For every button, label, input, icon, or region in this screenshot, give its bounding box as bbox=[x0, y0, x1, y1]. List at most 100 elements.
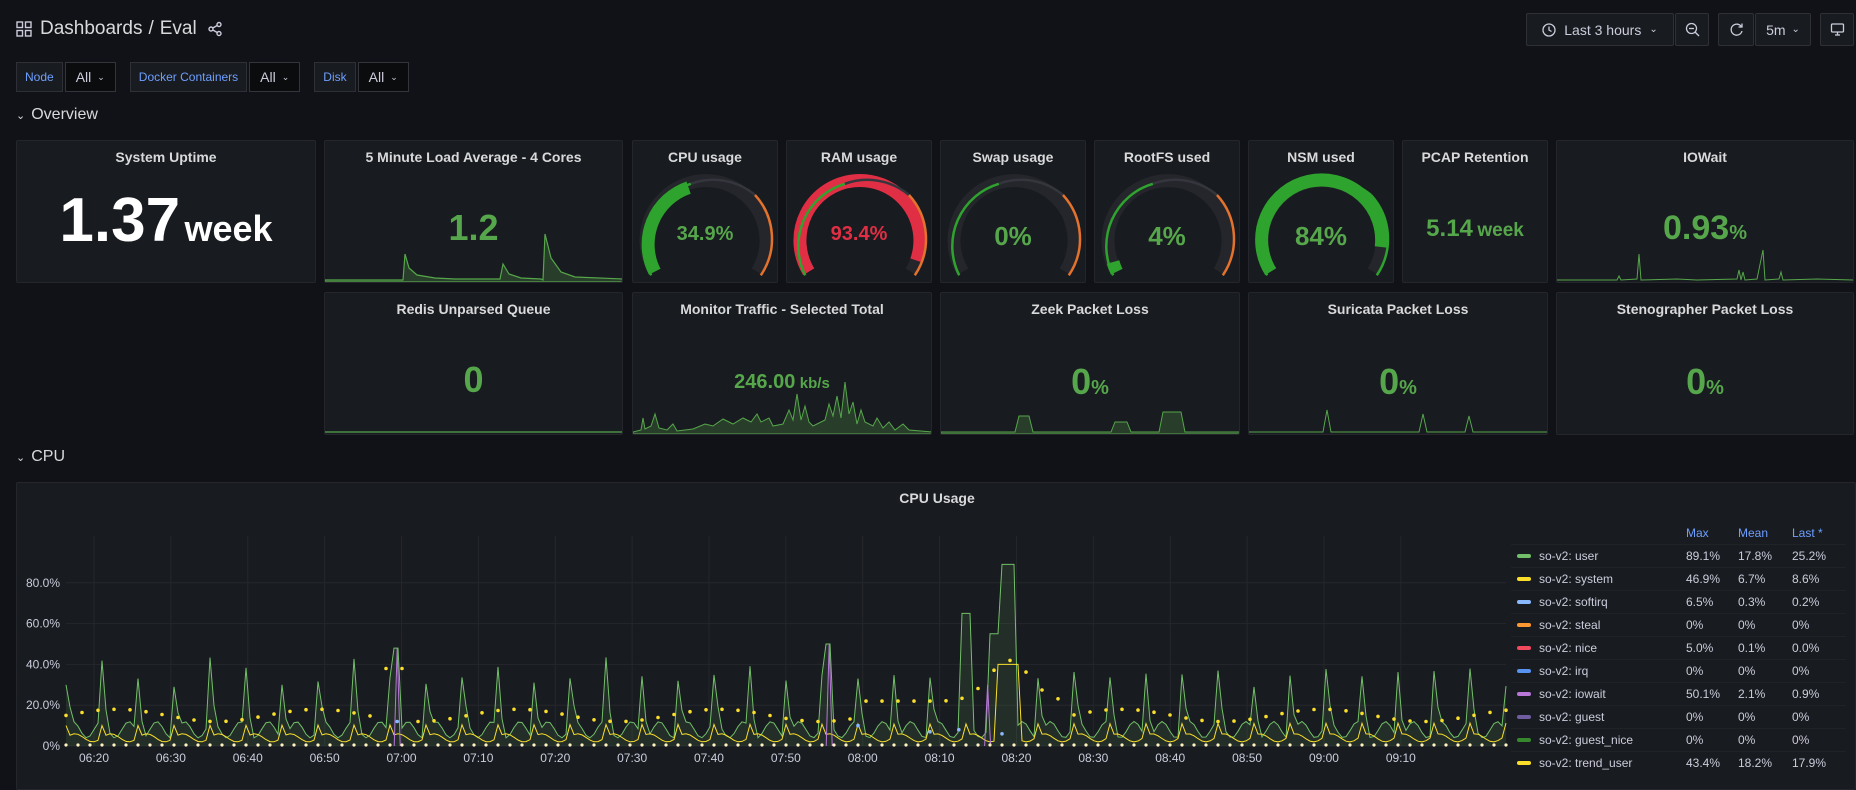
panel-suricata-packet-loss[interactable]: Suricata Packet Loss 0% bbox=[1248, 292, 1548, 435]
panel-cpu-usage[interactable]: CPU usage 34.9% bbox=[632, 140, 778, 283]
stat-value: 34.9% bbox=[676, 223, 734, 245]
legend-mean: 0% bbox=[1738, 664, 1756, 678]
stat-value: 0% bbox=[994, 221, 1032, 251]
series-trend-user-point bbox=[976, 686, 980, 691]
x-tick-label: 06:40 bbox=[233, 751, 263, 765]
series-user-area bbox=[66, 564, 1506, 746]
zoom-out-icon bbox=[1685, 22, 1699, 37]
legend-row[interactable]: so-v2: irq 0% 0% 0% bbox=[1511, 659, 1846, 682]
refresh-interval-label: 5m bbox=[1766, 21, 1786, 38]
series-trend-user-point bbox=[768, 713, 772, 718]
dashboards-grid-icon[interactable] bbox=[16, 21, 32, 37]
legend-row[interactable]: so-v2: iowait 50.1% 2.1% 0.9% bbox=[1511, 682, 1846, 705]
series-baseline-point bbox=[1048, 743, 1052, 747]
series-baseline-point bbox=[844, 743, 848, 747]
legend-series[interactable]: so-v2: guest bbox=[1511, 710, 1686, 724]
legend-row[interactable]: so-v2: system 46.9% 6.7% 8.6% bbox=[1511, 567, 1846, 590]
legend-row[interactable]: so-v2: guest_nice 0% 0% 0% bbox=[1511, 728, 1846, 751]
panel-monitor-traffic[interactable]: Monitor Traffic - Selected Total 246.00 … bbox=[632, 292, 932, 435]
legend-row[interactable]: so-v2: user 89.1% 17.8% 25.2% bbox=[1511, 544, 1846, 567]
series-baseline-point bbox=[952, 743, 956, 747]
ram-gauge bbox=[793, 173, 928, 277]
legend-series[interactable]: so-v2: nice bbox=[1511, 641, 1686, 655]
variable-label-disk: Disk bbox=[314, 62, 356, 92]
time-range-picker[interactable]: Last 3 hours ⌄ bbox=[1526, 13, 1674, 46]
legend-series[interactable]: so-v2: iowait bbox=[1511, 687, 1686, 701]
legend-row[interactable]: so-v2: steal 0% 0% 0% bbox=[1511, 613, 1846, 636]
series-trend-user-point bbox=[944, 699, 948, 703]
legend-max: 5.0% bbox=[1686, 641, 1714, 655]
series-softirq-point bbox=[395, 719, 400, 724]
panel-zeek-packet-loss[interactable]: Zeek Packet Loss 0% bbox=[940, 292, 1240, 435]
panel-load-average[interactable]: 5 Minute Load Average - 4 Cores 1.2 bbox=[324, 140, 623, 283]
series-iowait-spike bbox=[984, 684, 992, 747]
share-icon[interactable] bbox=[207, 21, 223, 37]
series-trend-user-point bbox=[80, 710, 84, 715]
chevron-down-icon: ⌄ bbox=[97, 71, 105, 82]
series-softirq-point bbox=[957, 727, 961, 732]
panel-redis-queue[interactable]: Redis Unparsed Queue 0 bbox=[324, 292, 623, 435]
legend-series[interactable]: so-v2: steal bbox=[1511, 618, 1686, 632]
legend-row[interactable]: so-v2: softirq 6.5% 0.3% 0.2% bbox=[1511, 590, 1846, 613]
breadcrumb-dashboards-link[interactable]: Dashboards bbox=[40, 18, 143, 39]
panel-pcap-retention[interactable]: PCAP Retention 5.14 week bbox=[1402, 140, 1548, 283]
chevron-down-icon: ⌄ bbox=[16, 109, 26, 122]
legend-series[interactable]: so-v2: softirq bbox=[1511, 595, 1686, 609]
legend-header-mean[interactable]: Mean bbox=[1738, 526, 1769, 540]
panel-ram-usage[interactable]: RAM usage 93.4% bbox=[786, 140, 932, 283]
legend-swatch bbox=[1517, 715, 1531, 719]
legend-series[interactable]: so-v2: user bbox=[1511, 549, 1686, 563]
legend-series[interactable]: so-v2: irq bbox=[1511, 664, 1686, 678]
load-sparkline bbox=[325, 233, 622, 282]
panel-rootfs-used[interactable]: RootFS used 4% bbox=[1094, 140, 1240, 283]
row-header-cpu[interactable]: ⌄ CPU bbox=[16, 448, 65, 466]
series-trend-user-point bbox=[848, 717, 852, 721]
legend-header-last[interactable]: Last * bbox=[1792, 526, 1823, 540]
variable-select-disk[interactable]: All ⌄ bbox=[357, 62, 409, 92]
panel-stenographer-packet-loss[interactable]: Stenographer Packet Loss 0% bbox=[1556, 292, 1854, 435]
chevron-down-icon: ⌄ bbox=[16, 451, 26, 464]
series-baseline-point bbox=[196, 743, 200, 747]
series-trend-user-point bbox=[736, 708, 740, 713]
series-trend-user-point bbox=[1136, 708, 1140, 712]
legend-series-name: so-v2: system bbox=[1539, 572, 1614, 586]
legend-max: 43.4% bbox=[1686, 756, 1721, 770]
series-baseline-point bbox=[1168, 743, 1172, 747]
legend-row[interactable]: so-v2: trend_user 43.4% 18.2% 17.9% bbox=[1511, 751, 1846, 774]
series-baseline-point bbox=[112, 743, 116, 747]
panel-iowait[interactable]: IOWait 0.93% bbox=[1556, 140, 1854, 283]
series-baseline-point bbox=[1120, 743, 1124, 747]
series-trend-user-point bbox=[336, 708, 340, 713]
legend-row[interactable]: so-v2: nice 5.0% 0.1% 0.0% bbox=[1511, 636, 1846, 659]
series-baseline-point bbox=[100, 743, 104, 747]
dashboard-title[interactable]: Eval bbox=[159, 18, 197, 39]
series-trend-user-point bbox=[1184, 716, 1188, 720]
legend-last: 0.9% bbox=[1792, 687, 1820, 701]
panel-nsm-used[interactable]: NSM used 84% bbox=[1248, 140, 1394, 283]
legend-series[interactable]: so-v2: trend_user bbox=[1511, 756, 1686, 770]
legend-row[interactable]: so-v2: guest 0% 0% 0% bbox=[1511, 705, 1846, 728]
series-baseline-point bbox=[1456, 743, 1460, 747]
legend-last: 8.6% bbox=[1792, 572, 1820, 586]
series-baseline-point bbox=[1312, 743, 1316, 747]
series-baseline-point bbox=[1336, 743, 1340, 747]
stat-value: 0.93% bbox=[1557, 209, 1853, 248]
panel-swap-usage[interactable]: Swap usage 0% bbox=[940, 140, 1086, 283]
series-baseline-point bbox=[460, 743, 464, 747]
panel-system-uptime[interactable]: System Uptime 1.37 week bbox=[16, 140, 316, 283]
refresh-button[interactable] bbox=[1718, 13, 1754, 46]
series-baseline-point bbox=[172, 743, 176, 747]
series-baseline-point bbox=[484, 743, 488, 747]
zoom-out-button[interactable] bbox=[1675, 13, 1709, 46]
series-baseline-point bbox=[88, 743, 92, 747]
variable-select-docker-containers[interactable]: All ⌄ bbox=[249, 62, 301, 92]
row-header-overview[interactable]: ⌄ Overview bbox=[16, 106, 98, 124]
legend-header-max[interactable]: Max bbox=[1686, 526, 1709, 540]
refresh-interval-picker[interactable]: 5m ⌄ bbox=[1755, 13, 1811, 46]
tv-mode-button[interactable] bbox=[1820, 13, 1854, 46]
legend-series[interactable]: so-v2: guest_nice bbox=[1511, 733, 1686, 747]
legend-max: 0% bbox=[1686, 664, 1704, 678]
legend-mean: 17.8% bbox=[1738, 549, 1773, 563]
legend-series[interactable]: so-v2: system bbox=[1511, 572, 1686, 586]
variable-select-node[interactable]: All ⌄ bbox=[64, 62, 116, 92]
